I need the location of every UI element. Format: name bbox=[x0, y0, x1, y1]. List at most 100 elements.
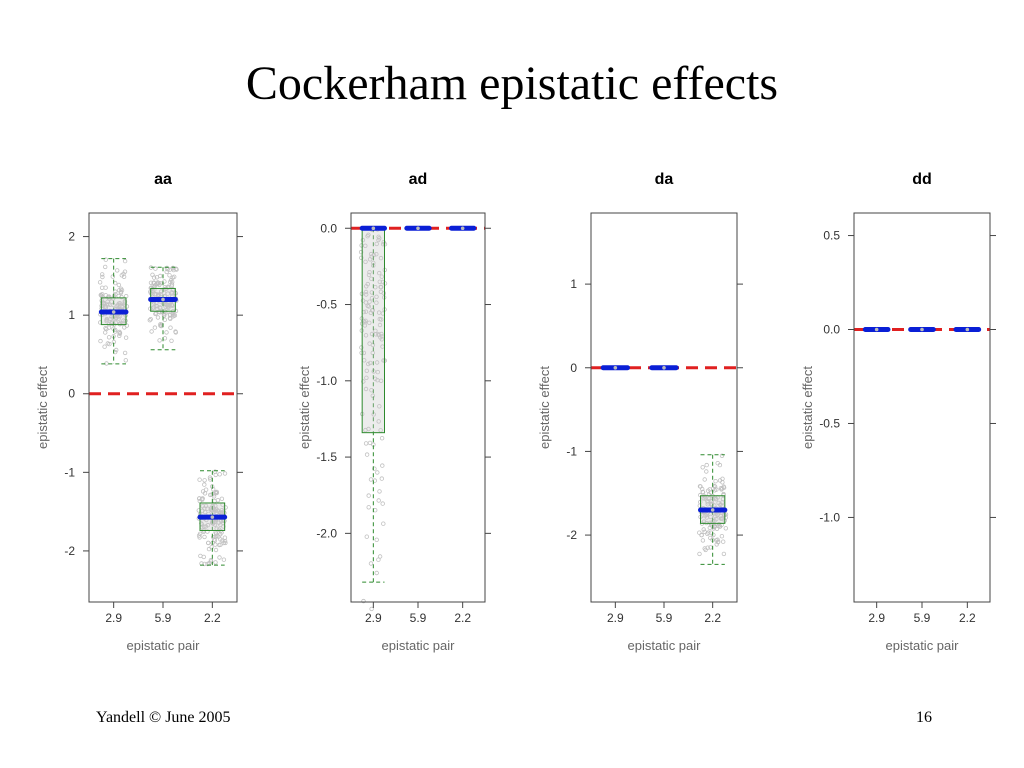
data-point bbox=[124, 304, 130, 309]
data-point bbox=[379, 436, 385, 441]
box-2.9 bbox=[98, 258, 129, 365]
data-point bbox=[223, 505, 228, 510]
data-point bbox=[208, 559, 214, 564]
data-point bbox=[103, 257, 108, 262]
data-point bbox=[211, 535, 216, 540]
box-5.9 bbox=[148, 266, 178, 351]
data-point bbox=[366, 232, 371, 237]
data-point bbox=[199, 496, 205, 501]
data-point bbox=[364, 375, 369, 380]
data-point bbox=[114, 268, 120, 273]
data-point bbox=[110, 274, 115, 279]
box-2.2 bbox=[698, 454, 728, 565]
data-point bbox=[103, 326, 108, 331]
data-point bbox=[103, 293, 108, 298]
data-point bbox=[202, 534, 207, 540]
y-tick-label: 1 bbox=[68, 308, 75, 322]
panel-title: dd bbox=[912, 171, 932, 188]
data-point bbox=[697, 551, 702, 557]
x-tick-label: 5.9 bbox=[155, 611, 172, 625]
mean-point bbox=[161, 297, 165, 302]
data-point bbox=[162, 317, 167, 322]
data-point bbox=[102, 264, 108, 270]
data-point bbox=[375, 470, 380, 475]
data-point bbox=[366, 361, 371, 367]
y-tick-label: 0.0 bbox=[823, 323, 840, 337]
data-point bbox=[113, 289, 118, 294]
data-point bbox=[377, 279, 382, 284]
data-point bbox=[117, 301, 123, 306]
data-point bbox=[97, 280, 103, 285]
data-point bbox=[702, 529, 707, 534]
y-tick-label: -1.0 bbox=[819, 510, 840, 524]
data-point bbox=[376, 419, 381, 424]
mean-point bbox=[416, 226, 420, 231]
data-point bbox=[374, 241, 379, 247]
data-point bbox=[374, 294, 379, 299]
panel-title: ad bbox=[409, 171, 428, 188]
data-point bbox=[98, 338, 103, 344]
data-point bbox=[378, 255, 384, 261]
mean-point bbox=[965, 327, 970, 332]
mean-point bbox=[920, 327, 924, 332]
data-point bbox=[702, 477, 707, 482]
mean-point bbox=[662, 365, 666, 370]
x-tick-label: 2.2 bbox=[204, 611, 221, 625]
data-point bbox=[379, 274, 384, 279]
data-point bbox=[699, 532, 704, 538]
box-2.2 bbox=[449, 225, 477, 231]
data-point bbox=[711, 486, 716, 491]
data-point bbox=[711, 532, 716, 538]
data-point bbox=[368, 477, 374, 482]
data-point bbox=[376, 310, 382, 315]
mean-point bbox=[460, 226, 465, 231]
data-point bbox=[123, 335, 129, 340]
data-point bbox=[382, 281, 388, 286]
data-point bbox=[374, 251, 379, 257]
data-point bbox=[152, 325, 158, 330]
data-point bbox=[221, 557, 227, 562]
data-point bbox=[715, 537, 720, 542]
data-point bbox=[708, 520, 713, 525]
x-tick-label: 2.2 bbox=[704, 611, 721, 625]
data-point bbox=[148, 317, 153, 322]
data-point bbox=[367, 270, 372, 275]
y-tick-label: 2 bbox=[68, 230, 75, 244]
data-point bbox=[104, 317, 109, 323]
data-point bbox=[363, 386, 369, 392]
data-point bbox=[374, 300, 379, 305]
data-point bbox=[697, 530, 702, 535]
data-point bbox=[121, 318, 126, 323]
data-point bbox=[106, 335, 112, 340]
data-point bbox=[720, 486, 725, 491]
data-point bbox=[702, 494, 708, 499]
panel-dd: dd -1.0 -0.5 0.0 0.5 2.9 5.9 2.2 epistatic pair e… bbox=[800, 171, 996, 653]
data-point bbox=[221, 540, 226, 546]
data-point bbox=[723, 526, 728, 531]
data-point bbox=[216, 527, 222, 532]
data-point bbox=[223, 540, 228, 546]
data-point bbox=[205, 561, 210, 567]
footer-page-number: 16 bbox=[916, 709, 932, 726]
data-point bbox=[702, 496, 707, 501]
data-point bbox=[713, 479, 718, 484]
data-point bbox=[374, 570, 379, 576]
y-axis-label: epistatic effect bbox=[297, 366, 312, 449]
y-tick-label: 0.0 bbox=[320, 221, 337, 235]
data-point bbox=[122, 299, 128, 304]
data-point bbox=[363, 259, 368, 264]
data-point bbox=[702, 546, 707, 551]
y-axis-label: epistatic effect bbox=[800, 366, 815, 449]
data-point bbox=[721, 539, 726, 544]
data-point bbox=[173, 329, 178, 334]
data-point bbox=[379, 476, 384, 481]
box-2.9 bbox=[600, 365, 630, 371]
data-point bbox=[365, 303, 370, 308]
data-point bbox=[162, 311, 167, 317]
data-point bbox=[102, 330, 108, 335]
data-point bbox=[361, 598, 366, 604]
data-point bbox=[720, 500, 725, 505]
data-point bbox=[697, 484, 703, 489]
